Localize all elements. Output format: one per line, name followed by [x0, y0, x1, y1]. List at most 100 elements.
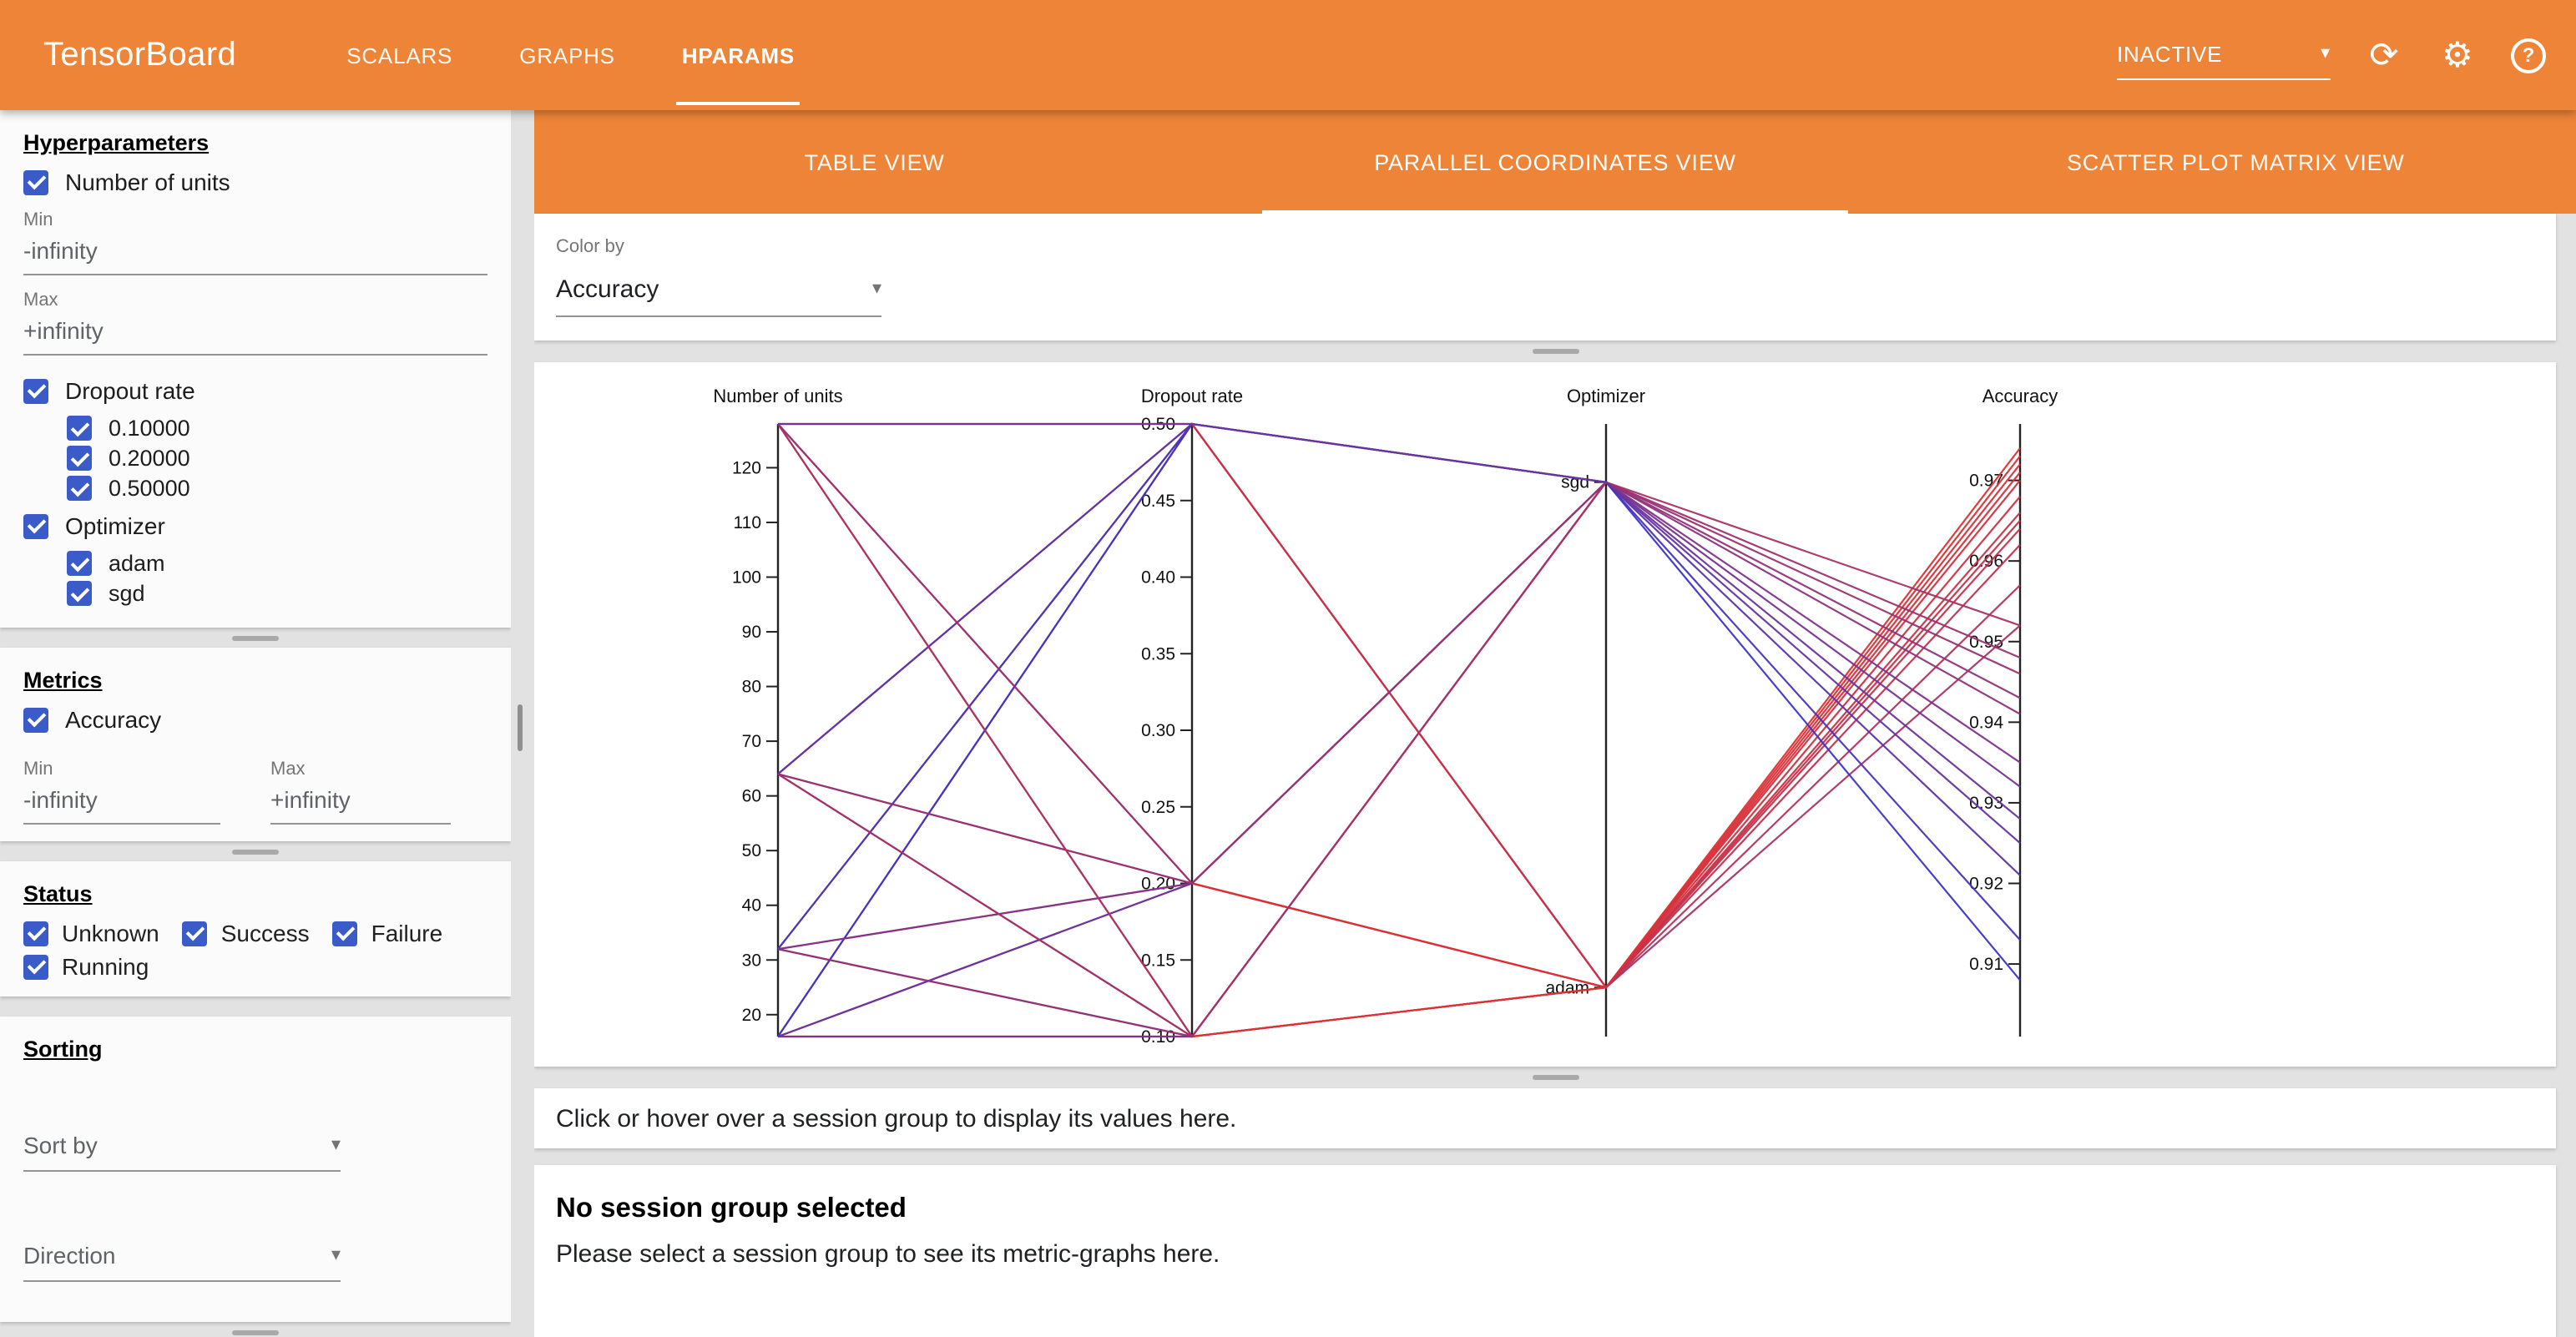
accuracy-min-input[interactable]: -infinity: [23, 779, 220, 825]
metric-accuracy-row: Accuracy: [23, 706, 487, 733]
status-failure-checkbox[interactable]: [332, 921, 358, 946]
optimizer-option-row: adam: [67, 551, 487, 576]
tab-parallel-coordinates-view[interactable]: PARALLEL COORDINATES VIEW: [1215, 110, 1895, 214]
optimizer-checkbox[interactable]: [23, 513, 48, 538]
metrics-title: Metrics: [23, 668, 103, 693]
svg-text:0.45: 0.45: [1141, 492, 1175, 511]
hparam-dropout-rate-row: Dropout rate: [23, 377, 487, 404]
accuracy-max-input[interactable]: +infinity: [270, 779, 451, 825]
svg-text:0.30: 0.30: [1141, 721, 1175, 740]
nav-tab-label: SCALARS: [346, 43, 453, 68]
status-unknown-checkbox[interactable]: [23, 921, 48, 946]
status-running-row: Running: [23, 953, 149, 980]
main-content: TABLE VIEW PARALLEL COORDINATES VIEW SCA…: [534, 110, 2576, 1337]
color-by-select[interactable]: Accuracy ▾: [556, 265, 881, 317]
sidebar-section-gap: [0, 1322, 511, 1337]
sidebar-section-gap: [0, 628, 511, 648]
dropout-option-row: 0.50000: [67, 476, 487, 501]
svg-text:0.91: 0.91: [1969, 955, 2003, 974]
svg-text:Accuracy: Accuracy: [1983, 386, 2058, 406]
status-option-label: Success: [220, 920, 310, 946]
session-values-hint: Click or hover over a session group to d…: [534, 1088, 2556, 1148]
accuracy-checkbox[interactable]: [23, 707, 48, 732]
dropout-020-checkbox[interactable]: [67, 446, 92, 471]
status-running-checkbox[interactable]: [23, 954, 48, 979]
refresh-icon[interactable]: ⟳: [2369, 36, 2399, 74]
nav-tab-label: GRAPHS: [519, 43, 615, 68]
hparam-optimizer-row: Optimizer: [23, 512, 487, 539]
accuracy-minmax: Min -infinity Max +infinity: [23, 744, 487, 825]
hparam-number-of-units-row: Number of units: [23, 169, 487, 195]
svg-text:110: 110: [734, 513, 761, 532]
optimizer-option-label: adam: [109, 551, 165, 576]
parallel-coordinates-chart: Number of units 20 30 40 50 60 70 80 90 100 110 120…: [534, 362, 2556, 1067]
app-title: TensorBoard: [43, 36, 237, 73]
chevron-down-icon: ▾: [331, 1134, 341, 1154]
dropout-010-checkbox[interactable]: [67, 416, 92, 441]
dropout-050-checkbox[interactable]: [67, 476, 92, 501]
status-success-checkbox[interactable]: [182, 921, 208, 946]
svg-text:50: 50: [742, 841, 761, 860]
help-icon[interactable]: ?: [2511, 38, 2546, 73]
units-max-label: Max: [23, 290, 58, 310]
horizontal-resize-handle[interactable]: [232, 849, 279, 854]
number-of-units-checkbox[interactable]: [23, 169, 48, 194]
accuracy-min-label: Min: [23, 759, 53, 779]
sorting-section: Sorting Sort by ▾ Direction ▾: [0, 1017, 511, 1322]
settings-gear-icon[interactable]: ⚙: [2442, 36, 2473, 74]
chevron-down-icon: ▾: [2321, 43, 2331, 63]
horizontal-resize-handle[interactable]: [1532, 1075, 1578, 1080]
svg-text:90: 90: [742, 623, 761, 642]
color-by-value: Accuracy: [556, 275, 659, 304]
dropout-option-label: 0.10000: [109, 416, 190, 441]
chevron-down-icon: ▾: [871, 279, 881, 299]
horizontal-resize-handle[interactable]: [232, 635, 279, 640]
svg-text:Number of units: Number of units: [713, 386, 842, 406]
tab-scatter-plot-matrix-view[interactable]: SCATTER PLOT MATRIX VIEW: [1896, 110, 2576, 214]
optimizer-option-row: sgd: [67, 581, 487, 606]
hyperparameters-title: Hyperparameters: [23, 130, 210, 155]
nav-tab-graphs[interactable]: GRAPHS: [519, 0, 615, 110]
status-section: Status Unknown Success Failure Running: [0, 861, 511, 996]
svg-text:40: 40: [742, 896, 761, 916]
svg-text:0.92: 0.92: [1969, 875, 2003, 894]
run-status-value: INACTIVE: [2117, 41, 2223, 66]
horizontal-resize-handle[interactable]: [232, 1329, 279, 1334]
status-title: Status: [23, 881, 93, 906]
dropout-rate-label: Dropout rate: [65, 377, 195, 404]
color-by-card: Color by Accuracy ▾: [534, 214, 2556, 341]
color-by-label: Color by: [556, 237, 624, 257]
dropout-option-label: 0.20000: [109, 446, 190, 471]
svg-text:30: 30: [742, 951, 761, 970]
dropout-option-row: 0.10000: [67, 416, 487, 441]
nav-tab-hparams[interactable]: HPARAMS: [676, 0, 800, 110]
dropout-option-row: 0.20000: [67, 446, 487, 471]
units-max-input[interactable]: +infinity: [23, 310, 487, 356]
svg-text:100: 100: [732, 568, 761, 588]
nav-tab-scalars[interactable]: SCALARS: [346, 0, 452, 110]
no-session-selected-message: Please select a session group to see its…: [556, 1240, 1220, 1269]
run-status-select[interactable]: INACTIVE ▾: [2117, 41, 2331, 79]
sort-by-select[interactable]: Sort by ▾: [23, 1122, 341, 1172]
no-session-selected-title: No session group selected: [556, 1193, 907, 1223]
svg-text:80: 80: [742, 678, 761, 697]
hparams-sidebar: Hyperparameters Number of units Min -inf…: [0, 110, 511, 1337]
svg-text:0.40: 0.40: [1141, 568, 1175, 588]
session-group-panel: No session group selected Please select …: [534, 1165, 2556, 1337]
top-app-bar: TensorBoard SCALARS GRAPHS HPARAMS INACT…: [0, 0, 2576, 110]
units-min-label: Min: [23, 210, 53, 230]
hyperparameters-section: Hyperparameters Number of units Min -inf…: [0, 110, 511, 628]
sidebar-section-gap: [0, 841, 511, 861]
units-min-input[interactable]: -infinity: [23, 230, 487, 275]
direction-select[interactable]: Direction ▾: [23, 1232, 341, 1282]
optimizer-label: Optimizer: [65, 512, 165, 539]
tab-table-view[interactable]: TABLE VIEW: [534, 110, 1215, 214]
parallel-coords-svg[interactable]: Number of units 20 30 40 50 60 70 80 90 100 110 120…: [534, 362, 2556, 1067]
optimizer-adam-checkbox[interactable]: [67, 551, 92, 576]
vertical-resize-handle[interactable]: [518, 704, 523, 751]
optimizer-sgd-checkbox[interactable]: [67, 581, 92, 606]
dropout-rate-checkbox[interactable]: [23, 378, 48, 403]
horizontal-resize-handle[interactable]: [1532, 349, 1578, 354]
sort-by-value: Sort by: [23, 1132, 98, 1158]
accuracy-max-label: Max: [270, 759, 306, 779]
